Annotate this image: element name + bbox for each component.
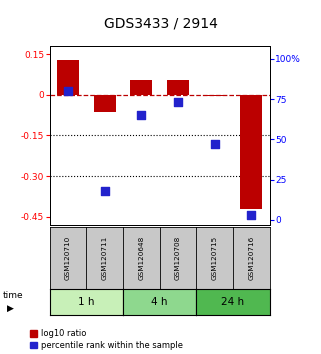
Point	[65, 88, 71, 94]
Text: GSM120710: GSM120710	[65, 235, 71, 280]
Point	[249, 212, 254, 218]
Text: GSM120648: GSM120648	[138, 235, 144, 280]
Text: GSM120711: GSM120711	[102, 235, 108, 280]
Text: ▶: ▶	[7, 304, 14, 313]
Text: GSM120708: GSM120708	[175, 235, 181, 280]
Point	[102, 188, 107, 194]
Bar	[240, 95, 262, 209]
Bar	[204, 95, 226, 96]
Text: 24 h: 24 h	[221, 297, 245, 307]
Text: time: time	[3, 291, 24, 300]
Legend: log10 ratio, percentile rank within the sample: log10 ratio, percentile rank within the …	[30, 329, 183, 350]
Bar	[167, 80, 189, 95]
Text: 1 h: 1 h	[78, 297, 95, 307]
Point	[139, 113, 144, 118]
Point	[176, 99, 181, 105]
Text: GDS3433 / 2914: GDS3433 / 2914	[104, 16, 217, 30]
Bar	[94, 95, 116, 112]
Bar	[130, 80, 152, 95]
Text: GSM120716: GSM120716	[248, 235, 254, 280]
Text: GSM120715: GSM120715	[212, 235, 218, 280]
Bar	[57, 59, 79, 95]
Point	[212, 142, 217, 147]
Text: 4 h: 4 h	[152, 297, 168, 307]
